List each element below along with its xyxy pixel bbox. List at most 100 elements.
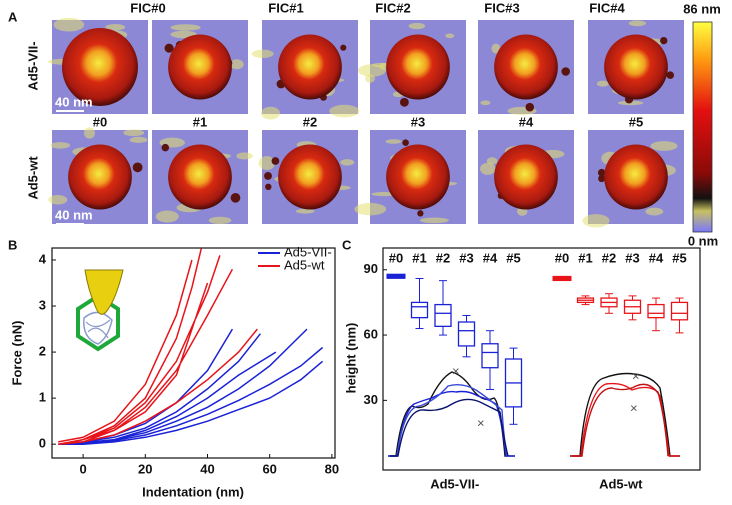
- surface-feature: [340, 159, 355, 166]
- surface-feature: [329, 104, 360, 118]
- surface-feature: [650, 141, 678, 151]
- surface-feature: [129, 136, 148, 143]
- virus-particle: [494, 34, 558, 100]
- particle: [340, 44, 347, 51]
- surface-feature: [480, 100, 491, 106]
- group-label: Ad5-VII-: [430, 476, 479, 491]
- category-label: #4: [483, 250, 498, 265]
- surface-feature: [230, 59, 244, 70]
- particle: [132, 162, 143, 173]
- category-label: #4: [649, 250, 664, 265]
- box: [623, 295, 642, 321]
- column-label: FIC#3: [484, 0, 519, 15]
- surface-feature: [445, 33, 455, 39]
- y-axis-title: Force (nN): [9, 321, 24, 386]
- virus-particle: [168, 144, 232, 210]
- group-label: Ad5-wt: [599, 476, 643, 491]
- column-label: FIC#4: [589, 0, 625, 15]
- particle: [230, 192, 241, 203]
- box: [670, 297, 689, 334]
- box: [386, 273, 406, 279]
- afm-image: [588, 20, 684, 114]
- box-body: [410, 301, 429, 319]
- surface-feature: [596, 80, 609, 87]
- surface-feature: [358, 64, 386, 77]
- surface-feature: [258, 156, 276, 170]
- scale-bar-label: 40 nm: [55, 94, 93, 109]
- y-tick-label: 3: [39, 297, 46, 312]
- y-tick-label: 4: [39, 251, 47, 266]
- particle: [399, 97, 409, 107]
- surface-feature: [123, 129, 145, 137]
- surface-feature: [295, 208, 315, 214]
- tip-icon: [76, 269, 124, 352]
- category-label: #2: [436, 250, 450, 265]
- surface-feature: [408, 22, 426, 30]
- column-label: #4: [519, 114, 534, 129]
- height-profiles: × × × ×: [388, 363, 680, 457]
- x-tick-label: 80: [325, 461, 339, 476]
- surface-feature: [261, 106, 281, 120]
- box: [457, 314, 476, 358]
- surface-feature: [105, 24, 126, 31]
- surface-feature: [371, 192, 397, 197]
- virus-particle: [604, 144, 668, 210]
- category-label: #3: [625, 250, 639, 265]
- afm-image: [152, 20, 248, 114]
- panel-label: A: [8, 9, 18, 24]
- surface-feature: [208, 216, 232, 225]
- column-label: FIC#2: [375, 0, 410, 15]
- box: [647, 297, 665, 332]
- y-tick-label: 1: [39, 390, 46, 405]
- box-body: [647, 303, 665, 319]
- surface-feature: [251, 49, 274, 59]
- panel-label: C: [342, 237, 352, 252]
- y-tick-label: 60: [364, 326, 378, 341]
- particle: [164, 43, 174, 53]
- marker: ×: [632, 368, 640, 383]
- surface-feature: [354, 202, 387, 216]
- afm-image: [258, 130, 358, 224]
- box-body: [481, 343, 499, 369]
- category-label: #1: [578, 250, 592, 265]
- x-tick-label: 20: [138, 461, 152, 476]
- category-label: #1: [412, 250, 426, 265]
- surface-feature: [83, 127, 95, 139]
- afm-image: [152, 130, 253, 225]
- virus-particle: [386, 144, 450, 210]
- force-curve: [58, 248, 258, 445]
- column-label: #1: [193, 114, 207, 129]
- marker: ×: [630, 400, 638, 415]
- plot-frame: [51, 247, 336, 459]
- y-tick-label: 2: [39, 344, 46, 359]
- afm-image: [582, 130, 684, 228]
- surface-feature: [365, 74, 376, 83]
- surface-feature: [50, 142, 70, 149]
- surface-feature: [491, 43, 501, 54]
- virus-particle: [278, 144, 342, 210]
- row-label: Ad5-VII-: [25, 41, 40, 90]
- colorbar-max-label: 86 nm: [683, 1, 721, 16]
- particle: [161, 143, 170, 152]
- box-body: [670, 301, 689, 321]
- panel-label: B: [8, 237, 17, 252]
- category-label: #0: [389, 250, 403, 265]
- category-label: #2: [602, 250, 616, 265]
- virus-particle: [604, 34, 668, 100]
- column-label: FIC#1: [268, 0, 303, 15]
- x-tick-label: 0: [79, 461, 86, 476]
- afm-images: [48, 17, 684, 228]
- y-axis-title: height (nm): [343, 323, 358, 394]
- box: [576, 295, 595, 306]
- marker: ×: [452, 363, 460, 378]
- virus-particle: [494, 144, 558, 210]
- y-tick-label: 90: [364, 261, 378, 276]
- virus-particle: [168, 34, 232, 100]
- particle: [666, 71, 675, 79]
- afm-image: [358, 20, 466, 114]
- surface-feature: [236, 152, 253, 160]
- particle: [271, 157, 280, 165]
- particle: [402, 139, 409, 146]
- x-tick-label: 60: [262, 461, 276, 476]
